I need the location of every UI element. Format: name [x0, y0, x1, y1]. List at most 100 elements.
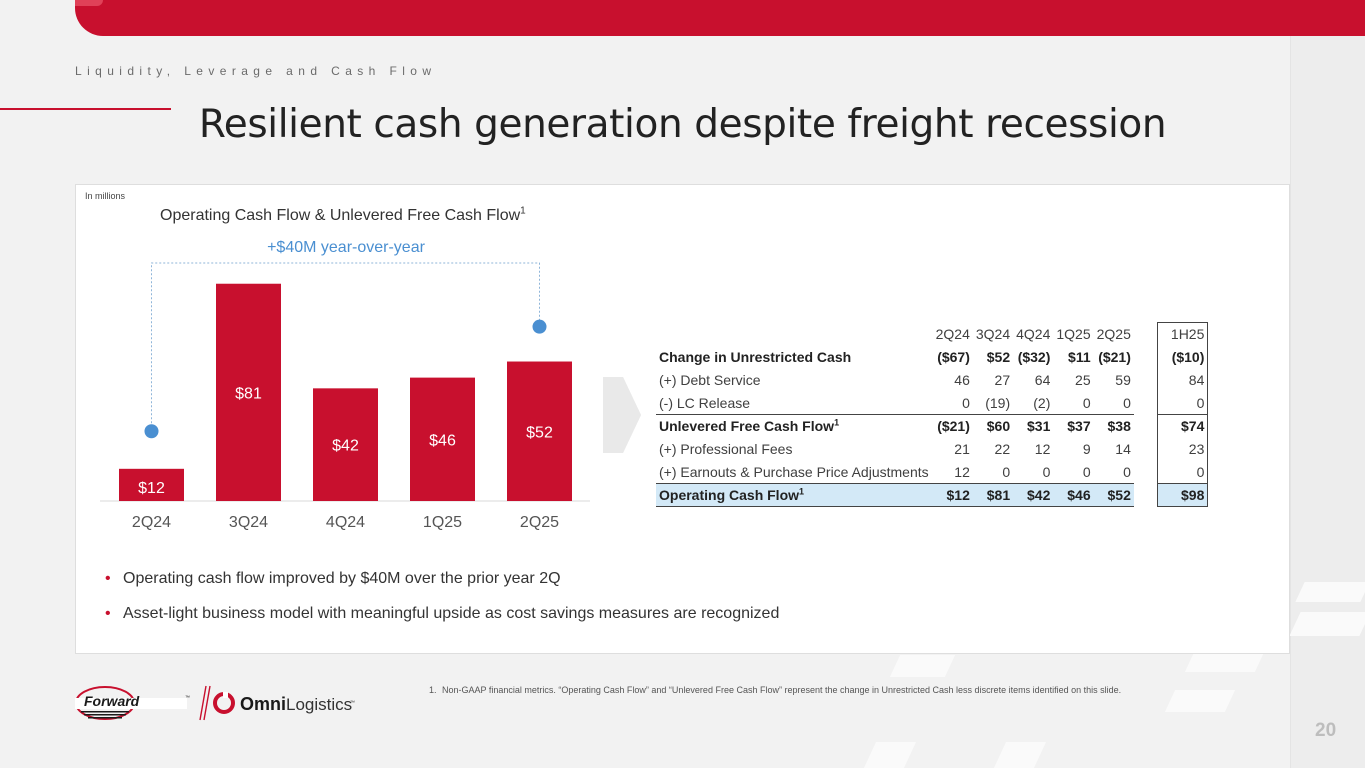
table-cell: (19)	[972, 391, 1014, 415]
decorative-stripe	[889, 655, 956, 677]
x-tick-label: 2Q24	[132, 514, 171, 531]
bracket-endpoint-marker	[532, 319, 547, 334]
table-cell: ($32)	[1017, 349, 1051, 365]
bar-value-label: $46	[429, 432, 456, 449]
table-cell: $31	[1027, 418, 1051, 435]
table-cell: $38	[1107, 418, 1131, 435]
bullet-ocf-improvement: Operating cash flow improved by $40M ove…	[105, 570, 779, 588]
decorative-stripe	[1295, 582, 1365, 602]
column-gap	[1134, 461, 1158, 484]
table-cell: 22	[994, 441, 1011, 457]
column-header-1h25: 1H25	[1157, 322, 1209, 346]
omni-tm: ™	[350, 700, 355, 706]
x-tick-label: 3Q24	[229, 514, 268, 531]
row-label: (-) LC Release	[656, 391, 933, 415]
omni-logistics-logo: Omni Logistics ™	[213, 692, 355, 714]
table-cell: 9	[1082, 441, 1091, 457]
footnote: 1. Non-GAAP financial metrics. “Operatin…	[429, 685, 1189, 696]
yoy-bracket	[151, 262, 540, 432]
column-gap	[1134, 392, 1158, 415]
top-banner-notch	[75, 0, 103, 6]
table-cell-1h25: 0	[1157, 460, 1209, 484]
yoy-annotation: +$40M year-over-year	[267, 239, 425, 256]
key-points-list: Operating cash flow improved by $40M ove…	[105, 570, 779, 640]
table-cell: $42	[1013, 483, 1054, 507]
bar-value-label: $52	[526, 424, 553, 441]
column-gap	[1134, 415, 1158, 438]
table-cell: ($21)	[1098, 349, 1131, 365]
column-gap	[1134, 346, 1158, 369]
table-cell-1h25: 84	[1157, 368, 1209, 392]
bullet-asset-light: Asset-light business model with meaningf…	[105, 605, 779, 623]
table-cell: $37	[1067, 418, 1091, 435]
cash-flow-table: 2Q24 3Q24 4Q24 1Q25 2Q25 1H25 Change in Unrest…	[656, 322, 1209, 507]
omni-text: Omni	[240, 694, 286, 714]
table-cell: ($67)	[937, 349, 970, 365]
forward-tm: ™	[185, 695, 190, 701]
table-cell: 21	[954, 441, 970, 457]
table-cell: $52	[1093, 483, 1134, 507]
row-footnote-mark: 1	[834, 417, 840, 428]
table-cell-1h25: 0	[1157, 391, 1209, 415]
row-label-text: (+) Debt Service	[659, 372, 761, 388]
chart-title-text: Operating Cash Flow & Unlevered Free Cas…	[160, 207, 521, 224]
table-cell: 12	[932, 460, 973, 484]
table-header-row: 2Q24 3Q24 4Q24 1Q25 2Q25 1H25	[656, 322, 1209, 346]
table-cell: 64	[1034, 372, 1051, 388]
table-cell: ($21)	[937, 418, 970, 435]
section-label: Liquidity, Leverage and Cash Flow	[75, 64, 437, 78]
flow-arrow-icon	[603, 377, 641, 453]
bar-4q24	[313, 388, 378, 501]
x-tick-label: 2Q25	[520, 514, 559, 531]
x-tick-label: 4Q24	[326, 514, 365, 531]
forward-logo-text: Forward	[84, 693, 140, 709]
forward-logo: Forward ™	[75, 686, 190, 720]
column-gap	[1134, 369, 1158, 392]
row-label-text: (-) LC Release	[659, 394, 751, 411]
table-cell: 0	[1053, 460, 1094, 484]
column-header: 4Q24	[1016, 326, 1051, 342]
units-note: In millions	[85, 191, 126, 201]
table-cell: 0	[1093, 460, 1134, 484]
table-cell: $12	[932, 483, 973, 507]
row-label-text: (+) Earnouts & Purchase Price Adjustment…	[659, 463, 929, 480]
table-cell: 12	[1034, 441, 1051, 457]
table-cell: 0	[1013, 460, 1054, 484]
table-row: Operating Cash Flow1 $12 $81 $42 $46 $52 $98	[656, 483, 1209, 507]
table-cell: (2)	[1013, 391, 1054, 415]
row-label: Unlevered Free Cash Flow1	[656, 415, 933, 438]
accent-line	[0, 108, 171, 110]
table-row: (+) Earnouts & Purchase Price Adjustment…	[656, 460, 1209, 484]
bar-value-label: $81	[235, 385, 262, 402]
header-blank	[656, 323, 933, 346]
row-label-text: Change in Unrestricted Cash	[659, 349, 852, 365]
row-label-text: Operating Cash Flow	[659, 487, 800, 503]
row-label-text: (+) Professional Fees	[659, 441, 793, 457]
table-row: Unlevered Free Cash Flow1 ($21) $60 $31 $37 $…	[656, 414, 1209, 438]
bar-2q25	[507, 361, 572, 501]
decorative-stripe	[863, 742, 917, 768]
column-gap	[1134, 438, 1158, 461]
table-row: (-) LC Release 0 (19) (2) 0 0 0	[656, 391, 1209, 415]
table-cell: $46	[1053, 483, 1094, 507]
column-gap	[1134, 484, 1158, 507]
bar-value-label: $42	[332, 438, 359, 455]
bracket-endpoint-marker	[144, 424, 159, 439]
logo-divider-icon	[199, 685, 211, 721]
table-cell: 0	[932, 391, 973, 415]
table-cell: $60	[986, 418, 1011, 435]
right-margin-strip	[1290, 36, 1365, 768]
table-row: (+) Professional Fees 21 22 12 9 14 23	[656, 437, 1209, 461]
column-gap	[1134, 323, 1158, 346]
page-number: 20	[1315, 720, 1337, 741]
table-cell: 14	[1115, 441, 1131, 457]
table-cell: 0	[1053, 391, 1094, 415]
row-label: Change in Unrestricted Cash	[656, 346, 933, 369]
row-label: (+) Professional Fees	[656, 438, 933, 461]
table-cell: $81	[972, 483, 1014, 507]
table-cell: 27	[994, 372, 1011, 388]
footnote-text: Non-GAAP financial metrics. “Operating C…	[442, 685, 1122, 695]
table-row: Change in Unrestricted Cash ($67) $52 ($32)…	[656, 345, 1209, 369]
logistics-text: Logistics	[286, 695, 352, 714]
bar-1q25	[410, 377, 475, 501]
